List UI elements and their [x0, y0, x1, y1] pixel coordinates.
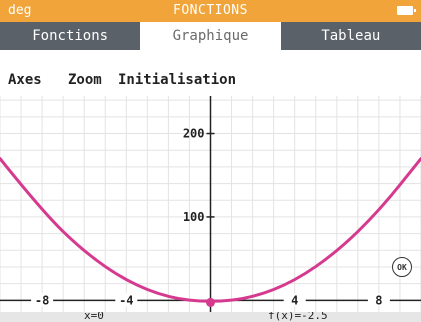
- x-tick-label: -8: [35, 293, 49, 307]
- x-tick-label-bg: [31, 293, 54, 307]
- x-tick-label: 8: [375, 293, 382, 307]
- y-tick-label: 200: [183, 127, 205, 141]
- ok-icon: OK: [397, 262, 407, 272]
- cursor-fx-value: f(x)=-2.5: [268, 312, 328, 322]
- graph-menu: Axes Zoom Initialisation: [0, 72, 421, 96]
- tab-tableau[interactable]: Tableau: [321, 28, 381, 44]
- battery-icon: [397, 6, 416, 15]
- y-tick-label: 100: [183, 210, 205, 224]
- function-graph[interactable]: -8 -4 4 8 100 200: [0, 96, 421, 312]
- ok-button[interactable]: OK: [392, 257, 412, 277]
- x-tick-label: 4: [291, 293, 298, 307]
- menu-axes[interactable]: Axes: [8, 72, 42, 88]
- tab-graphique[interactable]: Graphique: [140, 22, 281, 50]
- tab-fonctions[interactable]: Fonctions: [32, 28, 109, 44]
- app-title: FONCTIONS: [173, 3, 248, 18]
- menu-zoom[interactable]: Zoom: [68, 72, 102, 88]
- cursor-banner: x=0 f(x)=-2.5: [0, 312, 421, 322]
- graph-area[interactable]: -8 -4 4 8 100 200: [0, 96, 421, 312]
- menu-initialisation[interactable]: Initialisation: [118, 72, 237, 88]
- x-tick-label-bg: [115, 293, 138, 307]
- x-tick-label-bg: [367, 293, 390, 307]
- x-tick-label: -4: [119, 293, 133, 307]
- tab-bar: Fonctions Graphique Tableau: [0, 22, 421, 50]
- status-bar: deg FONCTIONS: [0, 0, 421, 22]
- cursor-point[interactable]: [206, 297, 215, 307]
- cursor-x-value: x=0: [84, 312, 104, 322]
- x-tick-label-bg: [283, 293, 306, 307]
- angle-mode: deg: [8, 3, 32, 18]
